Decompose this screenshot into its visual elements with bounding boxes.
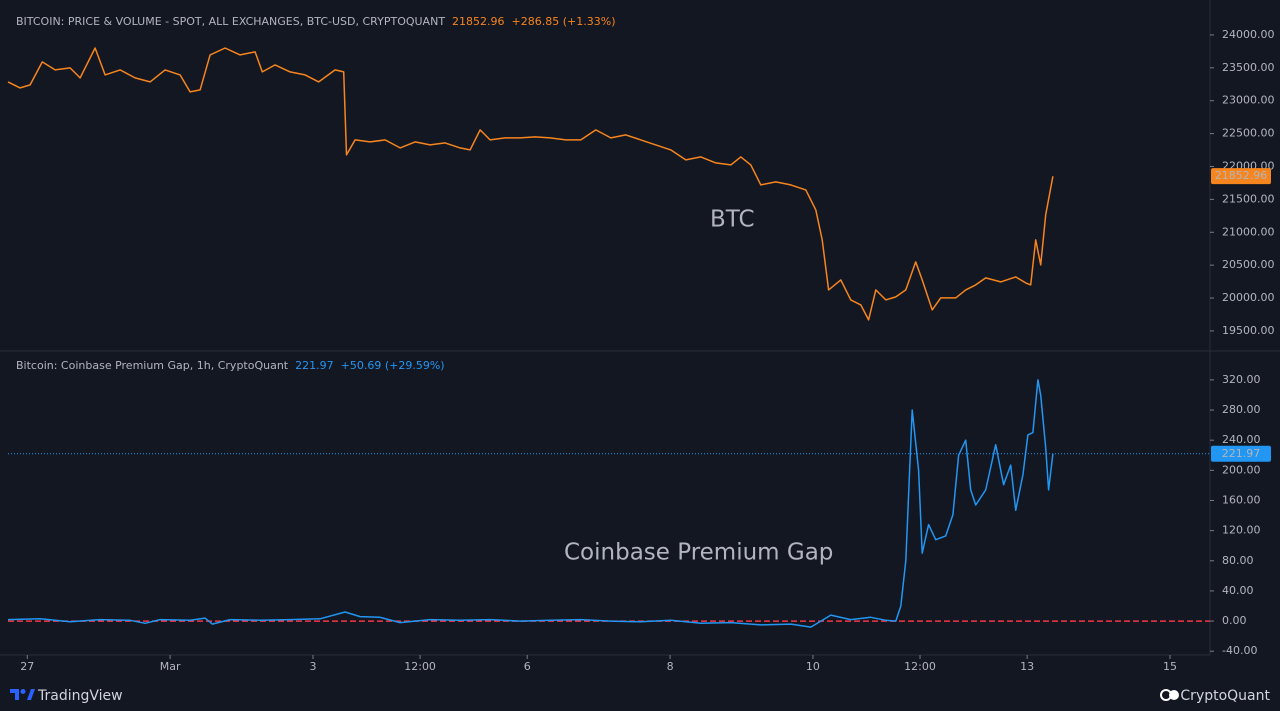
x-tick-label: 12:00 [404,660,436,673]
footer-brand-left: TradingView [38,688,123,704]
x-tick-label: 27 [20,660,34,673]
y-tick-label: 21000.00 [1222,225,1275,238]
y-tick-label: 320.00 [1222,373,1261,386]
y-tick-label: 120.00 [1222,524,1261,537]
change: +50.69 (+29.59%) [340,359,445,372]
last-value-badge-label: 21852.96 [1215,169,1268,182]
footer-brand-right: CryptoQuant [1180,688,1270,704]
x-tick-label: 6 [524,660,531,673]
x-tick-label: 10 [806,660,820,673]
x-tick-label: 12:00 [904,660,936,673]
x-tick-label: 15 [1163,660,1177,673]
header-top: BITCOIN: PRICE & VOLUME - SPOT, ALL EXCH… [16,15,616,28]
last-value: 21852.96 [452,15,505,28]
annotation: Coinbase Premium Gap [564,540,833,566]
y-tick-label: 22500.00 [1222,127,1275,140]
y-tick-label: 40.00 [1222,584,1254,597]
last-value-badge [1211,168,1271,185]
series-line [7,379,1054,628]
change: +286.85 (+1.33%) [511,15,616,28]
last-value-badge [1211,445,1271,462]
y-tick-label: 23500.00 [1222,61,1275,74]
x-tick-label: 8 [667,660,674,673]
x-tick-label: 13 [1020,660,1034,673]
last-value-badge-label: 221.97 [1222,447,1261,460]
y-tick-label: 19500.00 [1222,324,1275,337]
y-tick-label: 0.00 [1222,614,1247,627]
y-tick-label: 20000.00 [1222,291,1275,304]
annotation: BTC [710,207,755,233]
panel-title: Bitcoin: Coinbase Premium Gap, 1h, Crypt… [16,359,289,372]
y-tick-label: -40.00 [1222,644,1257,657]
panel-title: BITCOIN: PRICE & VOLUME - SPOT, ALL EXCH… [16,15,446,28]
y-tick-label: 160.00 [1222,493,1261,506]
y-tick-label: 23000.00 [1222,94,1275,107]
series-line [7,47,1054,321]
cryptoquant-logo [1160,689,1179,701]
x-tick-label: Mar [160,660,181,673]
y-tick-label: 80.00 [1222,554,1254,567]
y-tick-label: 20500.00 [1222,258,1275,271]
y-tick-label: 21500.00 [1222,192,1275,205]
last-value: 221.97 [295,359,334,372]
header-bottom: Bitcoin: Coinbase Premium Gap, 1h, Crypt… [16,359,445,372]
y-tick-label: 280.00 [1222,403,1261,416]
y-tick-label: 24000.00 [1222,28,1275,41]
y-tick-label: 200.00 [1222,463,1261,476]
x-tick-label: 3 [309,660,316,673]
tradingview-logo [10,689,35,700]
y-tick-label: 240.00 [1222,433,1261,446]
